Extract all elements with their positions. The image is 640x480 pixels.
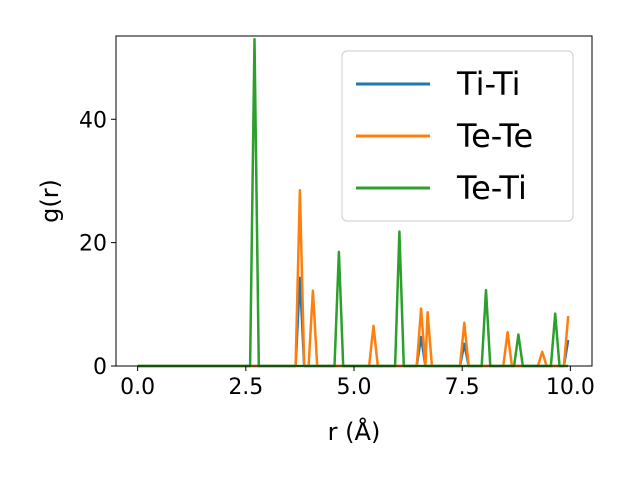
x-axis-label: r (Å) bbox=[328, 417, 381, 446]
x-tick-label: 5.0 bbox=[337, 375, 372, 400]
legend-label-te-te: Te-Te bbox=[456, 117, 533, 155]
x-tick-label: 7.5 bbox=[445, 375, 480, 400]
y-tick-label: 40 bbox=[79, 108, 107, 133]
legend-label-te-ti: Te-Ti bbox=[456, 169, 527, 207]
x-axis-ticks: 0.0 2.5 5.0 7.5 10.0 bbox=[120, 366, 595, 400]
y-tick-label: 0 bbox=[93, 355, 107, 380]
series-line-ti-ti bbox=[137, 276, 570, 368]
x-tick-label: 2.5 bbox=[228, 375, 263, 400]
y-axis-ticks: 0 20 40 bbox=[79, 108, 116, 380]
y-tick-label: 20 bbox=[79, 232, 107, 257]
legend-box bbox=[341, 50, 574, 222]
legend-label-ti-ti: Ti-Ti bbox=[456, 65, 521, 103]
legend: Ti-Ti Te-Te Te-Ti bbox=[341, 50, 574, 222]
x-tick-label: 0.0 bbox=[120, 375, 155, 400]
y-axis-label: g(r) bbox=[36, 179, 64, 223]
x-tick-label: 10.0 bbox=[546, 375, 595, 400]
